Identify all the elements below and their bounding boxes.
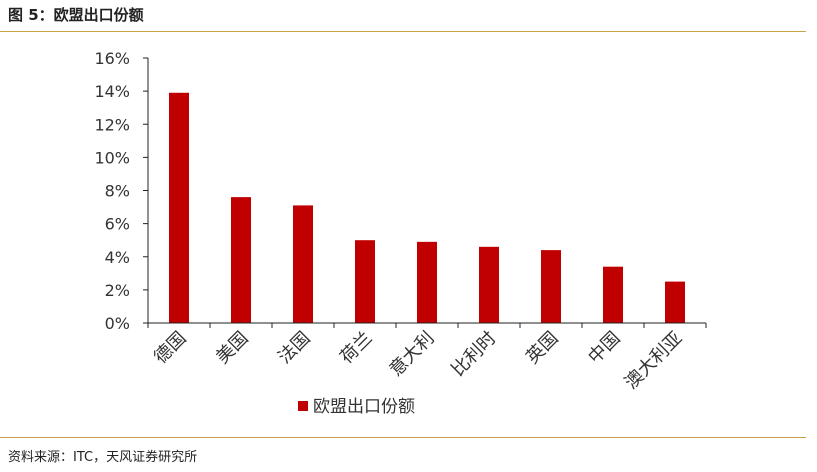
x-tick-label: 比利时 bbox=[448, 328, 501, 381]
legend-swatch bbox=[298, 401, 308, 411]
y-tick-label: 4% bbox=[105, 248, 130, 267]
x-tick-label: 德国 bbox=[150, 328, 190, 368]
y-tick-label: 14% bbox=[94, 82, 130, 101]
x-tick-label: 法国 bbox=[274, 328, 314, 368]
y-tick-label: 12% bbox=[94, 115, 130, 134]
footer-divider bbox=[0, 437, 806, 438]
bar-series bbox=[169, 92, 685, 323]
figure-title: 图 5：欧盟出口份额 bbox=[8, 6, 144, 24]
bar bbox=[169, 92, 189, 323]
bar bbox=[541, 250, 561, 323]
title-divider bbox=[0, 31, 806, 32]
y-tick-label: 16% bbox=[94, 49, 130, 68]
bar bbox=[417, 241, 437, 323]
y-tick-label: 8% bbox=[105, 182, 130, 201]
x-tick-label: 意大利 bbox=[386, 328, 439, 381]
source-note: 资料来源：ITC，天风证券研究所 bbox=[8, 450, 198, 465]
y-tick-label: 6% bbox=[105, 215, 130, 234]
x-tick-label: 英国 bbox=[522, 328, 562, 368]
y-tick-label: 2% bbox=[105, 281, 130, 300]
x-tick-label: 美国 bbox=[212, 328, 252, 368]
bar bbox=[603, 266, 623, 323]
y-tick-label: 10% bbox=[94, 148, 130, 167]
bar bbox=[293, 205, 313, 323]
legend: 欧盟出口份额 bbox=[298, 397, 415, 417]
y-axis: 0% 2% 4% 6% 8% 10% 12% 14% 16% bbox=[94, 49, 148, 333]
x-tick-label: 中国 bbox=[584, 328, 624, 368]
bar-chart: 0% 2% 4% 6% 8% 10% 12% 14% 16% 德国 美国 法国 荷兰 意大利 比利时 英国中… bbox=[94, 49, 707, 417]
legend-label: 欧盟出口份额 bbox=[313, 397, 415, 417]
axes bbox=[147, 58, 707, 328]
bar bbox=[479, 246, 499, 323]
bar bbox=[355, 240, 375, 323]
bar bbox=[665, 281, 685, 323]
y-tick-label: 0% bbox=[105, 314, 130, 333]
x-tick-label: 澳大利亚 bbox=[621, 328, 687, 394]
x-tick-label: 荷兰 bbox=[336, 328, 376, 368]
bar bbox=[231, 197, 251, 323]
